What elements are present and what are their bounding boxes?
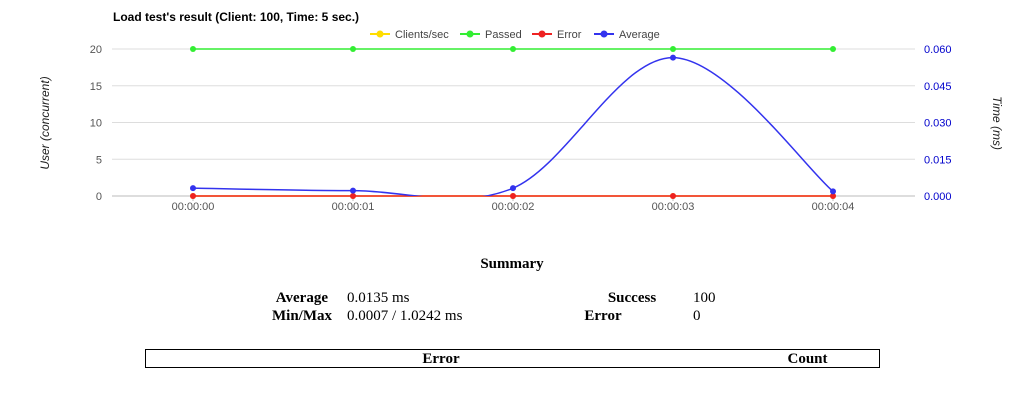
data-point: [670, 193, 676, 199]
legend-label: Average: [619, 29, 660, 41]
right-tick-label: 0.030: [924, 118, 952, 130]
left-tick-label: 0: [96, 191, 102, 203]
left-tick-label: 15: [90, 81, 102, 93]
legend-marker: [600, 30, 608, 38]
data-point: [350, 193, 356, 199]
x-tick-label: 00:00:04: [812, 201, 855, 213]
x-axis-ticks: 00:00:00 00:00:01 00:00:02 00:00:03 00:00:04: [172, 196, 855, 213]
data-point: [510, 185, 516, 192]
x-tick-label: 00:00:01: [332, 201, 375, 213]
data-point: [350, 187, 356, 194]
data-point: [670, 46, 676, 52]
right-tick-label: 0.015: [924, 154, 952, 166]
data-point: [510, 193, 516, 199]
data-point: [350, 46, 356, 52]
left-tick-label: 5: [96, 154, 102, 166]
right-tick-label: 0.000: [924, 191, 952, 203]
data-point: [830, 193, 836, 199]
chart-grid: [112, 48, 915, 197]
right-axis-title: Time (ms): [990, 96, 1004, 150]
right-axis-ticks: 0.000 0.015 0.030 0.045 0.060: [924, 44, 952, 203]
error-table: Error Count: [145, 349, 880, 368]
data-point: [190, 193, 196, 199]
x-tick-label: 00:00:03: [652, 201, 695, 213]
left-axis-ticks: 0 5 10 15 20: [90, 44, 102, 203]
error-label: Error: [584, 308, 622, 324]
summary-title: Summary: [480, 256, 544, 272]
legend-label: Clients/sec: [395, 29, 449, 41]
chart-title: Load test's result (Client: 100, Time: 5…: [113, 10, 359, 24]
data-point: [670, 54, 676, 61]
x-tick-label: 00:00:00: [172, 201, 215, 213]
success-value: 100: [693, 290, 716, 306]
data-point: [190, 46, 196, 52]
error-column-header: Error: [422, 351, 460, 367]
left-tick-label: 20: [90, 44, 102, 56]
count-column-header: Count: [787, 351, 828, 367]
left-axis-title: User (concurrent): [38, 76, 52, 169]
legend-marker: [538, 30, 546, 38]
minmax-label: Min/Max: [272, 308, 332, 324]
x-tick-label: 00:00:02: [492, 201, 535, 213]
average-label: Average: [275, 290, 328, 306]
average-value: 0.0135 ms: [347, 290, 410, 306]
legend-label: Error: [557, 29, 582, 41]
legend-label: Passed: [485, 29, 522, 41]
minmax-value: 0.0007 / 1.0242 ms: [347, 308, 463, 324]
load-test-chart: Load test's result (Client: 100, Time: 5…: [38, 10, 1004, 213]
chart-series: [190, 46, 836, 199]
left-tick-label: 10: [90, 118, 102, 130]
series-line-average: [192, 56, 834, 196]
error-value: 0: [693, 308, 701, 324]
data-point: [830, 46, 836, 52]
legend-marker: [376, 30, 384, 38]
data-point: [510, 46, 516, 52]
success-label: Success: [607, 290, 657, 306]
data-point: [830, 188, 836, 195]
right-tick-label: 0.060: [924, 44, 952, 56]
legend-marker: [466, 30, 474, 38]
data-point: [190, 185, 196, 192]
right-tick-label: 0.045: [924, 81, 952, 93]
chart-legend: Clients/sec Passed Error Average: [370, 29, 660, 41]
